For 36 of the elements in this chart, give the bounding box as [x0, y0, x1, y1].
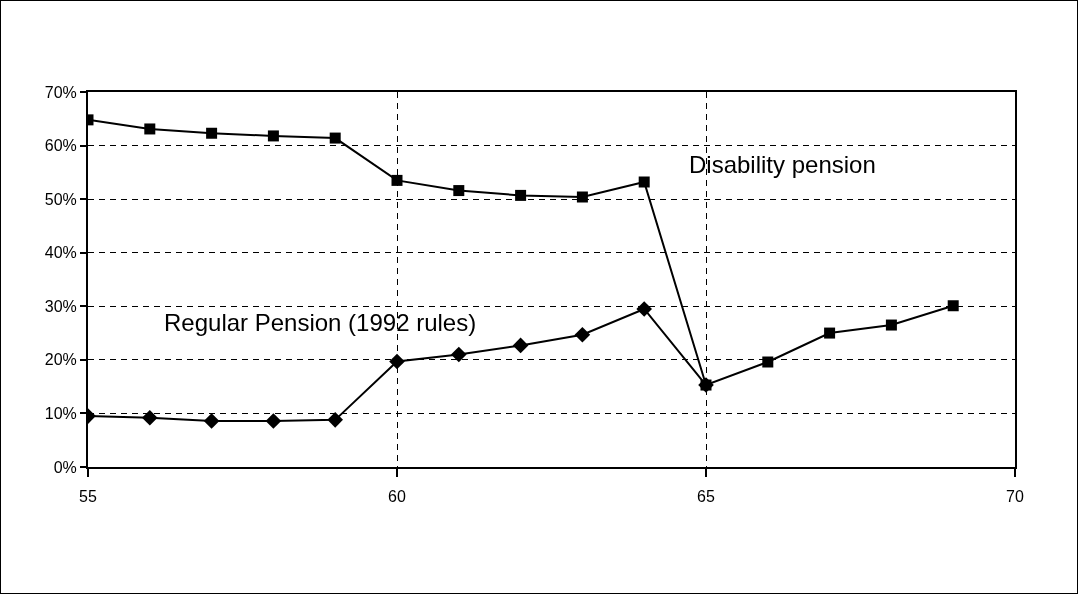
x-tick-label: 70 [1006, 488, 1024, 506]
point [885, 319, 897, 331]
point [636, 301, 652, 317]
y-tick-label: 20% [44, 351, 77, 369]
point [824, 327, 836, 339]
y-tick-label: 0% [53, 458, 77, 476]
point [206, 127, 218, 139]
point [453, 185, 465, 197]
point [267, 130, 279, 142]
point [144, 123, 156, 135]
point [327, 412, 343, 428]
x-tick-label: 55 [79, 488, 97, 506]
point [574, 326, 591, 343]
point [451, 346, 467, 363]
y-tick-label: 50% [44, 190, 77, 208]
point [265, 413, 282, 429]
point [947, 300, 959, 312]
point [391, 174, 403, 186]
y-tick-label: 70% [44, 83, 77, 101]
x-tick-label: 60 [388, 488, 406, 506]
series-label: Regular Pension (1992 rules) [164, 309, 477, 336]
y-tick-label: 30% [44, 297, 77, 315]
series-label: Disability pension [689, 151, 876, 178]
y-tick-label: 40% [44, 244, 77, 262]
point [762, 356, 774, 368]
point [576, 191, 588, 203]
y-tick-label: 10% [44, 405, 77, 423]
point [142, 409, 158, 426]
point [203, 413, 220, 429]
y-tick-label: 60% [44, 137, 77, 155]
point [638, 176, 650, 188]
point [329, 132, 341, 144]
point [515, 189, 527, 201]
point [389, 353, 405, 370]
point [512, 337, 529, 354]
x-tick-label: 65 [697, 488, 715, 506]
